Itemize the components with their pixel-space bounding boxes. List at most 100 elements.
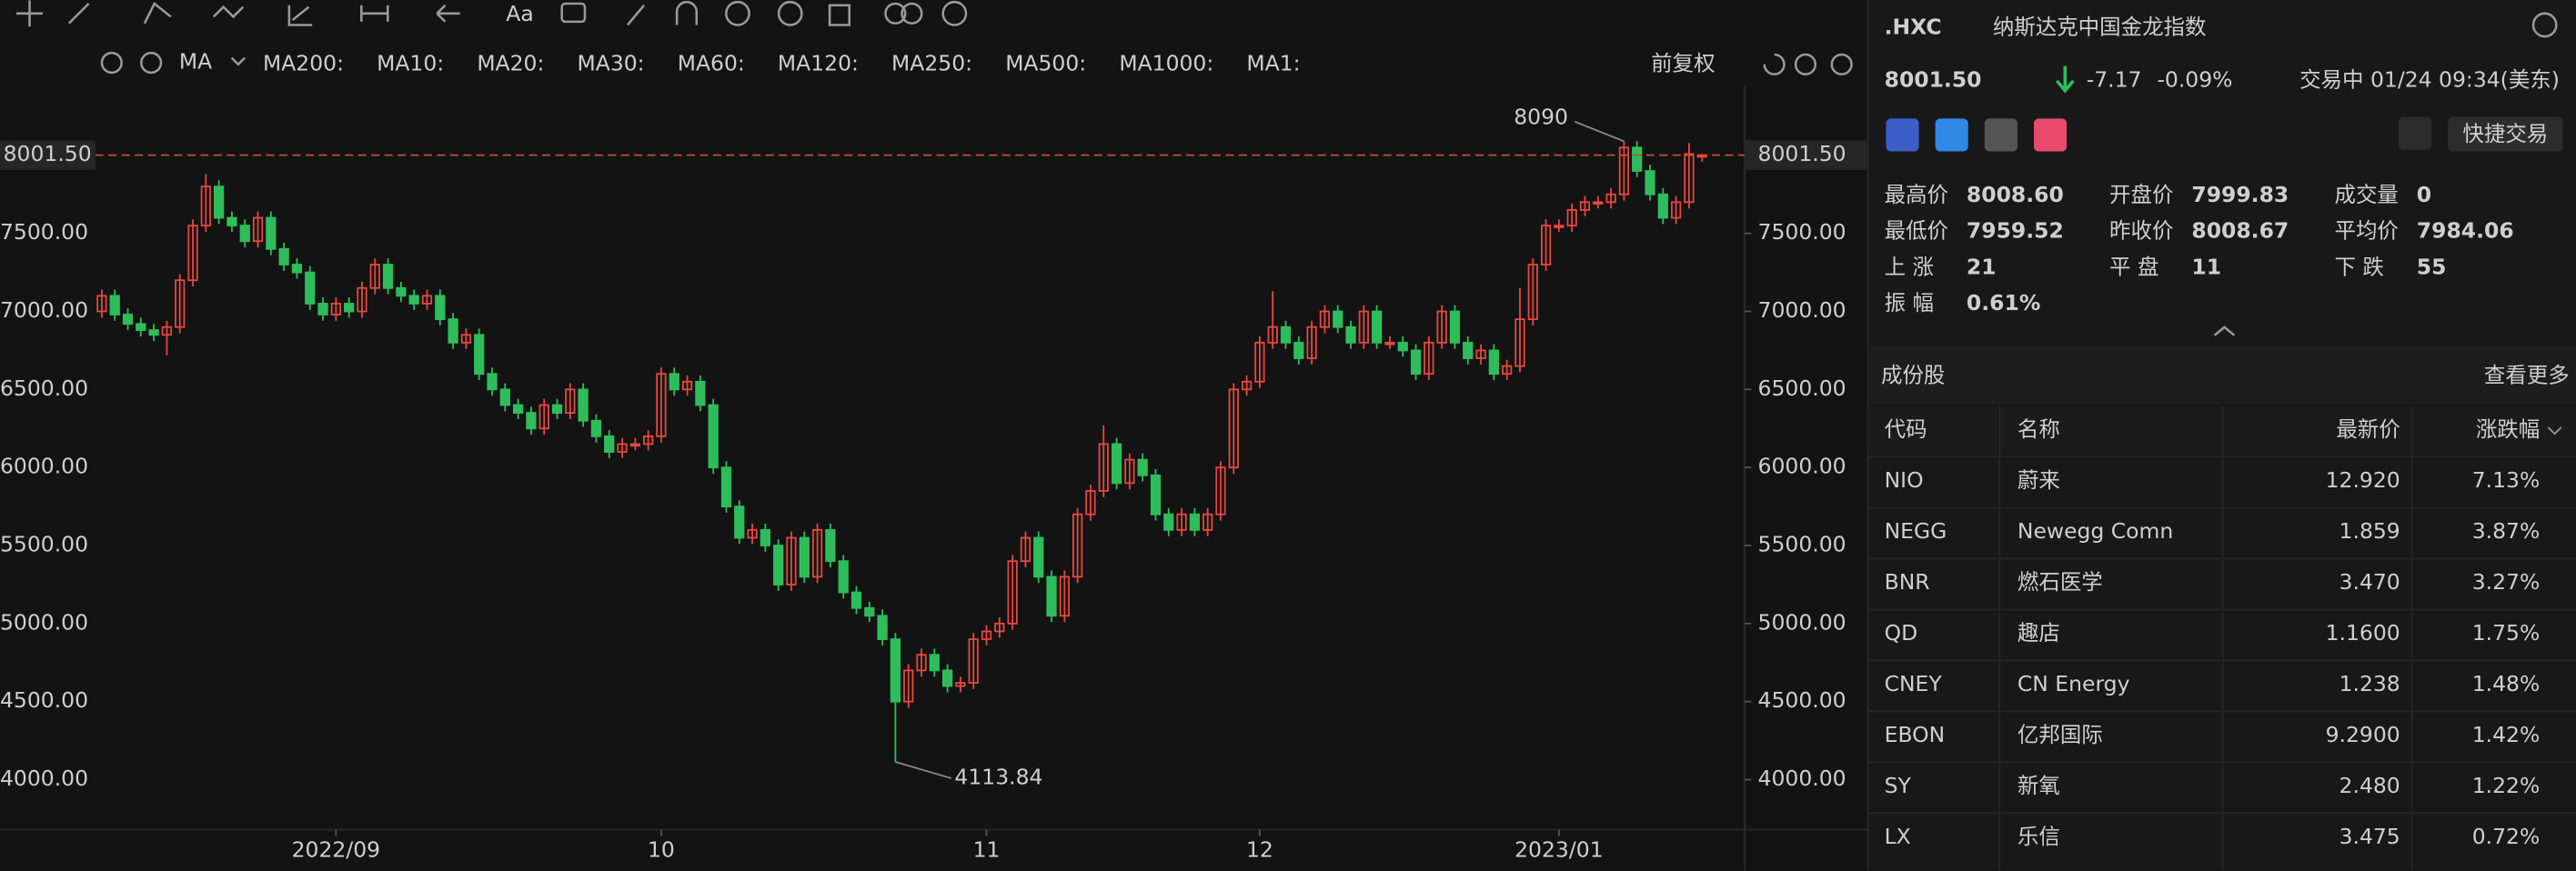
price-tag-label: 8001.50 [1758, 141, 1846, 166]
stat-value: 0 [2417, 182, 2431, 207]
candle-body [811, 528, 823, 578]
ma-item[interactable]: MA1: [1246, 50, 1300, 75]
cell[interactable]: QD [1885, 620, 1918, 646]
icon[interactable] [941, 0, 968, 26]
candle-body [1684, 153, 1695, 204]
zoom-out-icon[interactable] [1794, 53, 1817, 75]
cell[interactable]: NIO [1885, 467, 1924, 493]
stat-value: 0.61% [1967, 290, 2040, 315]
cell: 3.475 [2340, 824, 2400, 849]
ma-item[interactable]: MA20: [477, 50, 544, 75]
icon[interactable]: Aa [506, 1, 533, 26]
quick-trade-label[interactable]: 快捷交易 [2462, 121, 2548, 146]
candle-body [1319, 310, 1331, 328]
us-flag-icon[interactable] [1886, 118, 1919, 152]
icon[interactable] [143, 2, 172, 25]
column-header[interactable]: 涨跌幅 [2476, 416, 2540, 442]
column-header[interactable]: 名称 [2018, 416, 2060, 442]
candle-body [695, 380, 706, 406]
candle-body [1241, 380, 1253, 391]
candle-body [903, 669, 914, 703]
restore-button[interactable]: 前复权 [1651, 50, 1715, 75]
cell[interactable]: NEGG [1885, 518, 1947, 544]
column-header[interactable]: 最新价 [2336, 416, 2400, 442]
ma-item[interactable]: MA200: [263, 50, 344, 75]
settings-icon[interactable] [2531, 12, 2558, 38]
cell: 1.22% [2472, 773, 2541, 798]
cell: 1.42% [2472, 722, 2541, 747]
icon[interactable] [675, 0, 699, 25]
cell: 7.13% [2472, 467, 2541, 493]
close-icon[interactable] [140, 51, 163, 75]
stat-value: 55 [2417, 254, 2447, 279]
candle-body [1579, 201, 1591, 211]
more-link[interactable]: 查看更多 [2484, 362, 2570, 387]
favorite-icon[interactable] [2033, 118, 2068, 152]
y-tick-label: 7000.00 [0, 297, 88, 323]
undo-icon[interactable] [1763, 53, 1786, 75]
candle-body [1566, 209, 1577, 227]
price-tag [1745, 140, 1868, 170]
cell[interactable]: BNR [1885, 569, 1930, 595]
ma-item[interactable]: MA120: [778, 50, 859, 75]
candle-body [565, 388, 576, 415]
candle-body [226, 216, 237, 227]
ma-item[interactable]: MA250: [891, 50, 972, 75]
icon[interactable] [777, 0, 803, 26]
candle-body [1463, 341, 1474, 359]
alert-icon[interactable] [2398, 116, 2432, 150]
icon[interactable] [828, 4, 851, 26]
cell[interactable]: LX [1885, 824, 1911, 849]
icon[interactable] [901, 2, 923, 25]
ma-label[interactable]: MA [179, 49, 212, 75]
column-header[interactable]: 代码 [1885, 416, 1927, 442]
cell[interactable]: CNEY [1885, 671, 1943, 696]
sort-icon[interactable] [2547, 426, 2562, 436]
candle-body [369, 264, 380, 289]
icon[interactable] [16, 0, 43, 27]
quick-trade-button[interactable] [2448, 116, 2563, 152]
change: -7.17 [2087, 66, 2142, 92]
ma-item[interactable]: MA30: [578, 50, 645, 75]
icon[interactable] [560, 2, 587, 24]
ma-item[interactable]: MA60: [678, 50, 745, 75]
icon[interactable] [626, 4, 645, 26]
candle-body [1176, 513, 1187, 531]
icon[interactable] [436, 4, 460, 23]
flash-icon[interactable] [1935, 118, 1968, 152]
cell: 趣店 [2018, 620, 2060, 646]
icon[interactable] [287, 5, 313, 26]
candle-body [1059, 576, 1070, 617]
ma-item[interactable]: MA500: [1005, 50, 1086, 75]
cell[interactable]: EBON [1885, 722, 1946, 747]
candle-body [1410, 349, 1422, 375]
cell: 新氧 [2018, 773, 2060, 798]
candle-body [448, 318, 458, 344]
stat-value: 8008.67 [2191, 218, 2289, 244]
y-tick-label: 7000.00 [1758, 297, 1846, 323]
note-icon[interactable] [1984, 118, 2018, 152]
down-arrow [2055, 65, 2075, 94]
candle-body [968, 638, 979, 685]
candle-body [499, 388, 510, 406]
cell[interactable]: SY [1885, 773, 1912, 798]
settings-icon[interactable] [100, 51, 123, 75]
ma-item[interactable]: MA1000: [1119, 50, 1213, 75]
zoom-in-icon[interactable] [1830, 53, 1853, 75]
candle-body [720, 466, 732, 508]
dropdown-icon[interactable] [230, 56, 247, 66]
candle-body [1150, 474, 1162, 516]
candle-body [747, 528, 758, 539]
stat-label: 昨收价 [2109, 218, 2173, 244]
icon[interactable] [360, 5, 389, 22]
icon[interactable] [725, 0, 750, 26]
candle-body [955, 682, 966, 687]
candle-body [344, 303, 355, 313]
icon[interactable] [212, 5, 245, 19]
collapse-icon[interactable] [2213, 325, 2236, 336]
icon[interactable] [67, 3, 90, 25]
cell: 3.27% [2472, 569, 2541, 595]
icon[interactable] [884, 2, 907, 25]
ma-item[interactable]: MA10: [377, 50, 444, 75]
stat-label: 成交量 [2335, 182, 2399, 207]
